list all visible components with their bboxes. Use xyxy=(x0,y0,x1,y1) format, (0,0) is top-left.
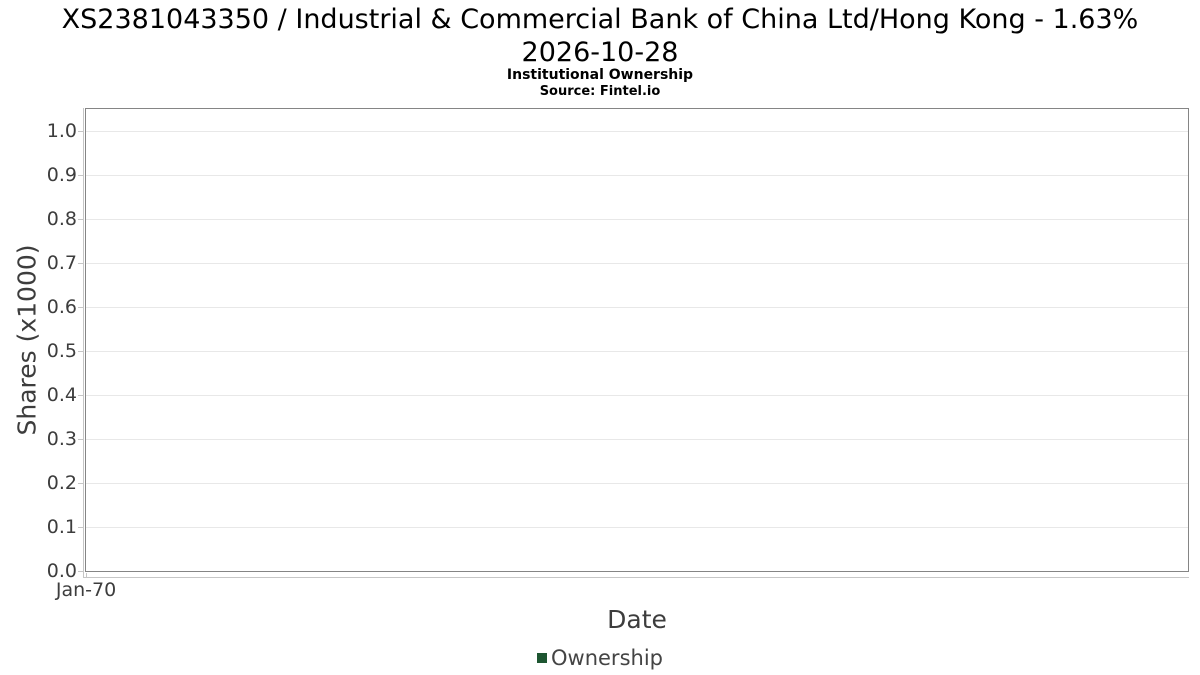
legend: Ownership xyxy=(0,645,1200,671)
x-tick-label: Jan-70 xyxy=(55,579,117,601)
gridline xyxy=(86,394,1188,396)
x-axis-title: Date xyxy=(607,605,667,634)
y-tick-label: 0.3 xyxy=(46,428,77,450)
gridline xyxy=(86,482,1188,484)
gridline xyxy=(86,218,1188,220)
y-tick-mark xyxy=(78,262,83,264)
y-tick-label: 0.4 xyxy=(46,384,77,406)
gridline xyxy=(86,350,1188,352)
gridline xyxy=(86,130,1188,132)
chart-source-credit: Source: Fintel.io xyxy=(539,84,661,99)
y-tick-label: 0.0 xyxy=(46,560,77,582)
y-axis-tick-marks xyxy=(78,0,83,675)
y-axis-tick-labels: 1.0 0.9 0.8 0.7 0.6 0.5 0.4 0.3 0.2 0.1 0.0 xyxy=(0,0,77,675)
y-tick-label: 0.1 xyxy=(46,516,77,538)
y-tick-label: 0.8 xyxy=(46,208,77,230)
y-tick-mark xyxy=(78,394,83,396)
legend-label-ownership[interactable]: Ownership xyxy=(551,646,663,670)
gridline xyxy=(86,526,1188,528)
plot-area xyxy=(85,108,1189,572)
gridline xyxy=(86,438,1188,440)
gridline xyxy=(86,174,1188,176)
legend-marker-ownership-icon[interactable] xyxy=(537,653,547,663)
gridline xyxy=(86,262,1188,264)
y-tick-label: 0.2 xyxy=(46,472,77,494)
chart-title: XS2381043350 / Industrial & Commercial B… xyxy=(0,3,1200,69)
y-tick-label: 0.7 xyxy=(46,252,77,274)
chart-subtitle: Institutional Ownership xyxy=(506,67,694,83)
y-tick-label: 0.9 xyxy=(46,164,77,186)
chart-title-line2: 2026-10-28 xyxy=(521,37,679,68)
y-tick-mark xyxy=(78,174,83,176)
y-tick-mark xyxy=(78,482,83,484)
y-axis-line xyxy=(83,108,84,578)
x-tick-mark xyxy=(86,573,87,578)
y-tick-label: 0.5 xyxy=(46,340,77,362)
y-tick-mark xyxy=(78,438,83,440)
gridline xyxy=(86,306,1188,308)
y-tick-mark xyxy=(78,526,83,528)
y-tick-mark xyxy=(78,130,83,132)
y-tick-label: 1.0 xyxy=(46,120,77,142)
x-axis-line xyxy=(83,577,1189,578)
chart-title-line1: XS2381043350 / Industrial & Commercial B… xyxy=(61,4,1139,35)
y-tick-mark xyxy=(78,306,83,308)
y-tick-mark xyxy=(78,350,83,352)
y-tick-mark xyxy=(78,218,83,220)
y-tick-label: 0.6 xyxy=(46,296,77,318)
y-tick-mark xyxy=(78,570,83,572)
